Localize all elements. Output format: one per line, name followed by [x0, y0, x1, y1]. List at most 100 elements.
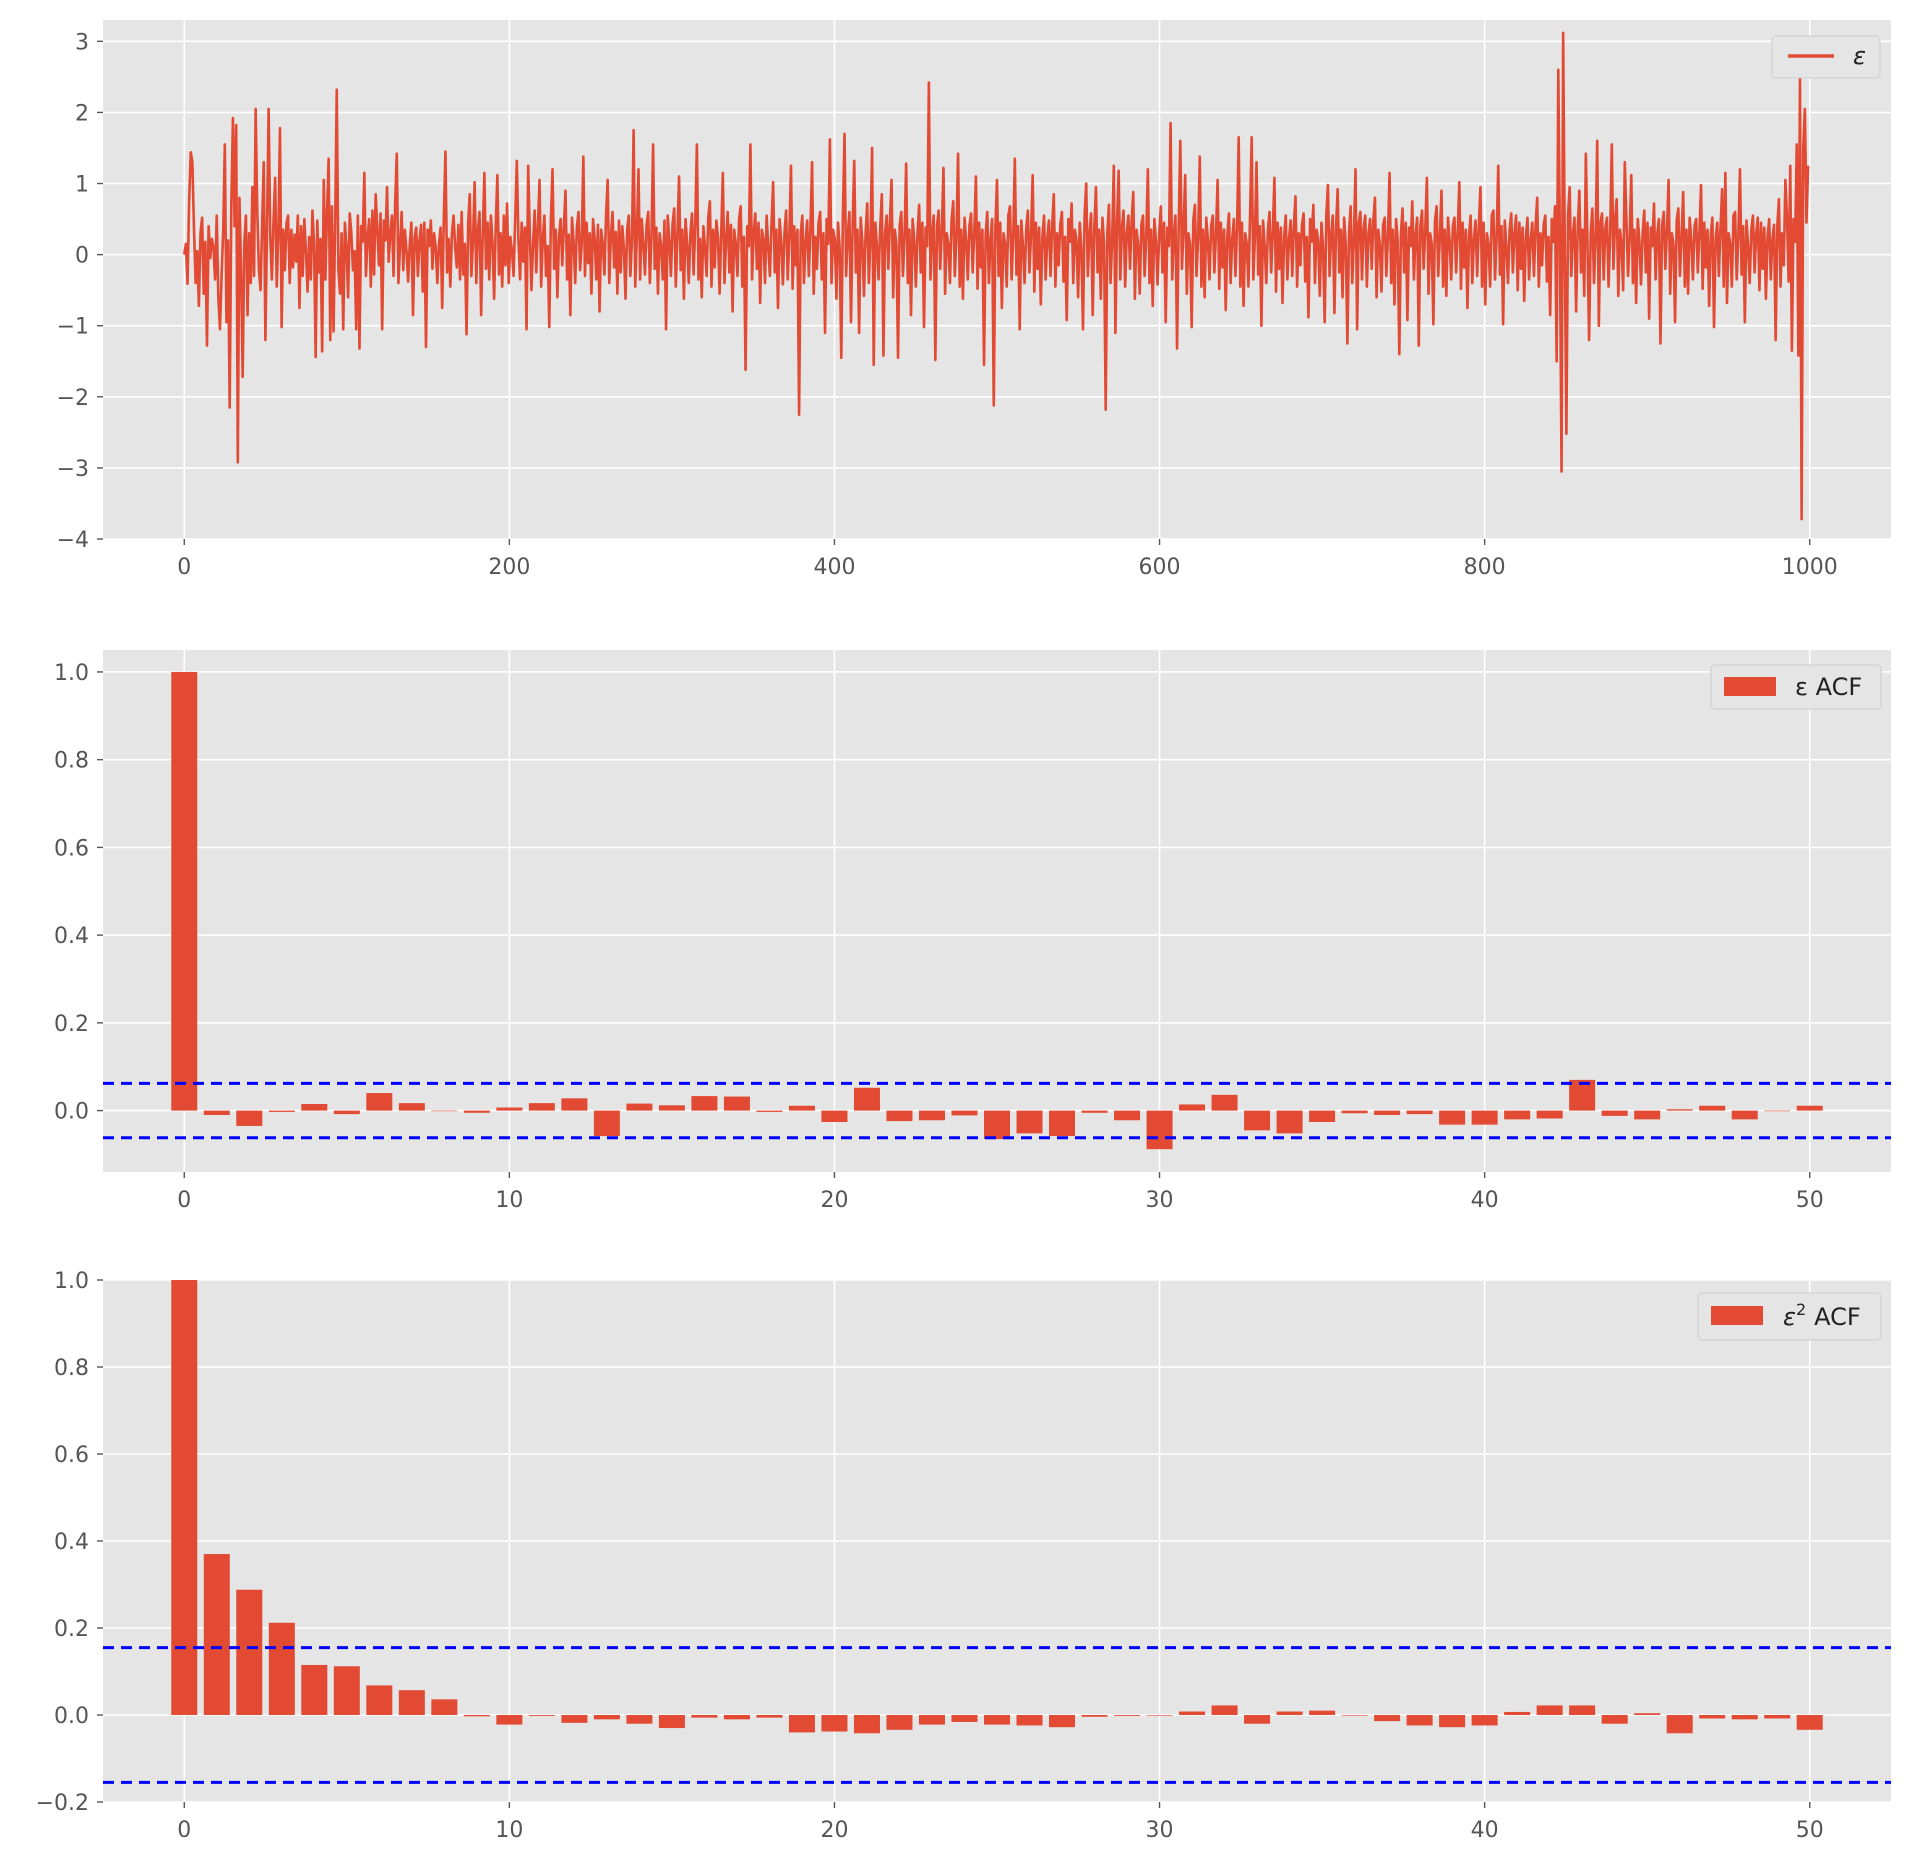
- acf-bar: [1244, 1110, 1271, 1131]
- legend: ε2 ACF: [1697, 1292, 1882, 1341]
- x-tick-label: 30: [1146, 1818, 1174, 1843]
- acf-bar: [1374, 1110, 1401, 1115]
- y-tick-label: 0.2: [54, 1012, 89, 1037]
- acf-bar: [1016, 1110, 1043, 1134]
- acf-bar: [1049, 1715, 1076, 1728]
- acf-bar: [658, 1715, 685, 1729]
- y-tick-label: −4: [57, 528, 89, 553]
- acf-bar: [463, 1715, 490, 1717]
- acf-bar: [593, 1110, 620, 1137]
- acf-bar: [1634, 1110, 1661, 1120]
- acf-bar: [984, 1110, 1011, 1140]
- y-tick-label: 0.2: [54, 1617, 89, 1642]
- svg-text:ε ACF: ε ACF: [1795, 673, 1862, 701]
- y-tick-label: 0: [75, 244, 89, 269]
- acf-bar: [626, 1715, 653, 1724]
- acf-bar: [431, 1110, 458, 1112]
- acf-bar: [1439, 1715, 1466, 1728]
- y-tick-label: 0.0: [54, 1100, 89, 1125]
- acf-bar: [528, 1715, 555, 1716]
- legend-label: ε: [1853, 42, 1866, 70]
- acf-bar: [1536, 1705, 1563, 1715]
- x-tick-label: 30: [1146, 1188, 1174, 1213]
- legend-box: [1697, 1292, 1882, 1341]
- y-tick-label: 0.6: [54, 836, 89, 861]
- x-tick-label: 10: [495, 1188, 523, 1213]
- x-tick-label: 10: [495, 1818, 523, 1843]
- acf-bar: [1471, 1110, 1498, 1125]
- acf-bar: [1699, 1105, 1726, 1111]
- acf-bar: [171, 671, 198, 1111]
- acf-bar: [918, 1715, 945, 1725]
- acf-bar: [333, 1110, 360, 1115]
- acf-bar: [1536, 1110, 1563, 1119]
- x-tick-label: 20: [820, 1818, 848, 1843]
- acf-bar: [1211, 1705, 1238, 1715]
- y-tick-label: 0.0: [54, 1704, 89, 1729]
- acf-bar: [1146, 1110, 1173, 1150]
- acf-bar: [301, 1104, 328, 1111]
- x-tick-label: 50: [1796, 1188, 1824, 1213]
- acf-bar: [561, 1715, 588, 1723]
- x-tick-label: 0: [177, 1818, 191, 1843]
- acf-bar: [1146, 1715, 1173, 1716]
- acf-bar: [1211, 1094, 1238, 1111]
- acf-bar: [1081, 1715, 1108, 1717]
- acf-bar: [1114, 1110, 1141, 1121]
- acf-bar: [886, 1715, 913, 1730]
- y-tick-label: −1: [57, 315, 89, 340]
- legend-swatch: [1724, 677, 1776, 696]
- y-tick-label: 1.0: [54, 1269, 89, 1294]
- acf-bar: [268, 1622, 295, 1715]
- x-tick-label: 0: [177, 555, 191, 580]
- legend-label-symbol: ε: [1783, 1303, 1796, 1331]
- acf-bar: [1179, 1104, 1206, 1111]
- x-tick-label: 20: [820, 1188, 848, 1213]
- acf-bar: [496, 1107, 523, 1111]
- acf-bar: [658, 1105, 685, 1111]
- acf-bar: [203, 1110, 230, 1115]
- y-tick-label: −2: [57, 386, 89, 411]
- acf-bar: [431, 1699, 458, 1715]
- y-tick-label: 0.4: [54, 1530, 89, 1555]
- acf-bar: [171, 1280, 198, 1715]
- acf-bar: [1601, 1715, 1628, 1724]
- acf-bar: [398, 1103, 425, 1111]
- acf-bar: [691, 1096, 718, 1111]
- acf-bar: [1471, 1715, 1498, 1726]
- acf-bar: [1699, 1715, 1726, 1719]
- legend: ε ACF: [1710, 664, 1882, 710]
- acf-bar: [1276, 1110, 1303, 1134]
- acf-bar: [1049, 1110, 1076, 1137]
- acf-bar: [398, 1690, 425, 1715]
- y-tick-label: 3: [75, 30, 89, 55]
- acf-bar: [1374, 1715, 1401, 1722]
- tick-labels: 0 10 20 30 40 50 −0.2 0.0 0.2 0.4 0.6 0.8 1.0: [36, 1269, 1824, 1843]
- acf-bar: [1341, 1110, 1368, 1114]
- acf-bar: [1569, 1705, 1596, 1715]
- acf-bar: [528, 1103, 555, 1111]
- bars-layer: [103, 671, 1891, 1150]
- acf-bar: [1634, 1713, 1661, 1715]
- x-tick-label: 50: [1796, 1818, 1824, 1843]
- acf-bar: [723, 1096, 750, 1111]
- acf-bar: [1081, 1110, 1108, 1113]
- acf-bar: [1569, 1079, 1596, 1111]
- y-tick-label: 0.8: [54, 749, 89, 774]
- acf-bar: [203, 1554, 230, 1715]
- x-tick-label: 200: [488, 555, 530, 580]
- x-tick-label: 0: [177, 1188, 191, 1213]
- acf-bar: [1731, 1110, 1758, 1120]
- acf-bar: [1114, 1715, 1141, 1716]
- y-tick-label: 2: [75, 101, 89, 126]
- acf-bar: [691, 1715, 718, 1718]
- acf-bar: [853, 1715, 880, 1734]
- acf-bar: [723, 1715, 750, 1720]
- acf-bar: [1309, 1710, 1336, 1715]
- acf-bar: [1406, 1715, 1433, 1726]
- acf-bar: [593, 1715, 620, 1720]
- legend-label-suffix: ACF: [1814, 1303, 1861, 1331]
- x-tick-label: 1000: [1782, 555, 1838, 580]
- acf-bar: [1309, 1110, 1336, 1122]
